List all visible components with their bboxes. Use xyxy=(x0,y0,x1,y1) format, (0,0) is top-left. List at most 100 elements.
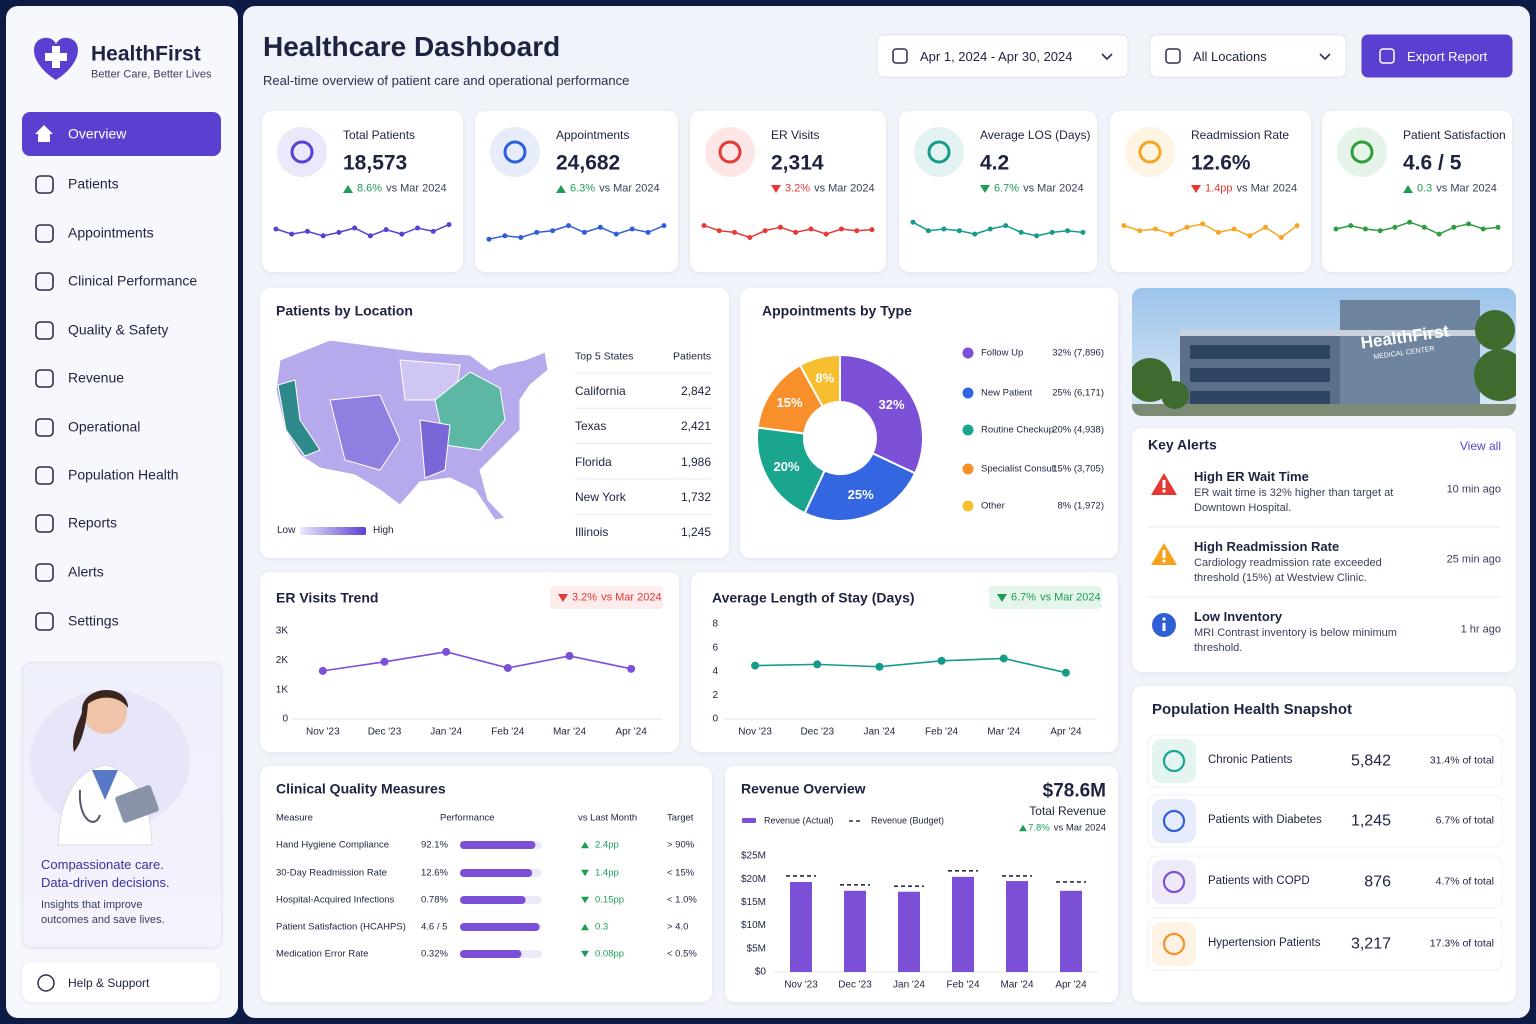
measure-name: Patient Satisfaction (HCAHPS) xyxy=(276,921,406,933)
bar xyxy=(790,881,812,972)
view-all-link[interactable]: View all xyxy=(1459,438,1501,453)
point xyxy=(627,664,636,673)
nav-icon xyxy=(35,563,54,582)
nav-icon xyxy=(35,418,54,437)
nav-item[interactable]: Reports xyxy=(68,514,118,531)
legend-swatch xyxy=(962,387,974,399)
state-patients: 2,421 xyxy=(680,419,711,434)
x-tick-label: Feb '24 xyxy=(491,727,524,738)
revenue-change: 7.8% vs Mar 2024 xyxy=(806,822,1106,833)
building-photo xyxy=(1132,288,1516,416)
y-tick-label: $0 xyxy=(755,967,767,978)
kpi-value: 2,314 xyxy=(771,151,824,175)
nav-icon xyxy=(35,514,54,533)
kpi-icon xyxy=(503,140,527,164)
alert-text: ER wait time is 32% higher than target a… xyxy=(1194,487,1394,514)
y-tick-label: 2K xyxy=(276,655,289,666)
point xyxy=(1231,226,1237,232)
point xyxy=(747,235,753,240)
kpi-card xyxy=(475,111,678,272)
legend-low: Low xyxy=(277,525,296,536)
legend-label: Revenue (Budget) xyxy=(871,815,944,825)
nav-icon xyxy=(35,369,54,388)
line xyxy=(1335,221,1499,235)
filter-label[interactable]: Apr 1, 2024 - Apr 30, 2024 xyxy=(920,49,1073,65)
legend-label: Revenue (Actual) xyxy=(764,815,834,825)
kpi-change: 1.4pp vs Mar 2024 xyxy=(1201,182,1297,195)
row-bg xyxy=(1147,855,1503,909)
measure-target: < 1.0% xyxy=(667,894,697,906)
line xyxy=(755,657,1067,674)
row-bg xyxy=(1147,794,1503,848)
nav-item[interactable]: Appointments xyxy=(68,224,154,241)
badge-change: 6.7% xyxy=(1011,591,1037,604)
y-tick-label: 0 xyxy=(282,714,288,725)
point xyxy=(645,229,651,235)
point xyxy=(380,657,389,666)
kpi-icon xyxy=(1350,140,1374,164)
card-title: Population Health Snapshot xyxy=(1152,701,1353,718)
nav-item[interactable]: Settings xyxy=(68,612,119,629)
brand-name: HealthFirst xyxy=(91,42,201,66)
kpi-icon-bg xyxy=(914,127,964,177)
help-card[interactable] xyxy=(22,962,220,1002)
nav-item[interactable]: Quality & Safety xyxy=(68,321,169,338)
legend-value: 8% (1,972) xyxy=(1058,501,1104,512)
bar xyxy=(1060,890,1082,972)
us-map xyxy=(275,339,549,521)
alert-text: Cardiology readmission rate exceeded thr… xyxy=(1194,557,1382,584)
bar xyxy=(898,891,920,972)
measure-name: 30-Day Readmission Rate xyxy=(276,867,387,879)
nav-item[interactable]: Clinical Performance xyxy=(68,272,198,289)
point xyxy=(1018,229,1024,235)
line xyxy=(488,224,665,240)
kpi-card xyxy=(899,111,1097,272)
button-icon xyxy=(1379,48,1395,64)
table-header: Performance xyxy=(440,812,495,824)
nav-item[interactable]: Population Health xyxy=(68,466,179,483)
nav-item[interactable]: Alerts xyxy=(68,563,104,580)
performance-bar xyxy=(460,923,540,931)
kpi-value: 4.6 / 5 xyxy=(1403,151,1462,175)
promo-body: Insights that improve outcomes and save … xyxy=(41,899,165,926)
nav-item[interactable]: Revenue xyxy=(68,369,125,386)
trend-arrow xyxy=(556,185,566,193)
point xyxy=(1362,226,1368,232)
y-tick-label: 3K xyxy=(276,626,289,637)
point xyxy=(941,226,947,232)
nav-item[interactable]: Overview xyxy=(68,125,127,142)
point xyxy=(838,226,844,232)
export-label[interactable]: Export Report xyxy=(1407,49,1488,65)
x-tick-label: Jan '24 xyxy=(430,727,462,738)
help-link[interactable]: Help & Support xyxy=(68,975,150,990)
state-name: Florida xyxy=(575,454,612,469)
line xyxy=(322,651,632,672)
state-patients: 1,732 xyxy=(680,489,711,504)
row-icon xyxy=(1162,932,1186,956)
row-icon xyxy=(1162,870,1186,894)
legend-label: Other xyxy=(981,501,1005,512)
x-tick-label: Dec '23 xyxy=(800,727,834,738)
revenue-total: $78.6M xyxy=(1042,780,1106,802)
nav-item[interactable]: Patients xyxy=(68,175,119,192)
filter-label[interactable]: All Locations xyxy=(1193,49,1267,65)
y-tick-label: $10M xyxy=(741,920,766,931)
nav-icon xyxy=(35,321,54,340)
measure-target: > 4.0 xyxy=(667,921,689,933)
kpi-change-value: 0.3 xyxy=(1417,182,1433,195)
measure-performance: 0.78% xyxy=(421,894,448,906)
y-tick-label: 6 xyxy=(712,642,718,653)
nav-item[interactable]: Operational xyxy=(68,418,141,435)
button-icon xyxy=(1165,48,1181,64)
trend-arrow xyxy=(581,869,589,877)
kpi-card xyxy=(1110,111,1311,272)
row-icon xyxy=(1162,809,1186,833)
x-tick-label: Jan '24 xyxy=(863,727,895,738)
state-name: Texas xyxy=(575,419,607,434)
nav-icon xyxy=(35,224,54,243)
trend-arrow xyxy=(558,594,568,602)
kpi-value: 18,573 xyxy=(343,151,408,175)
population-share: 4.7% of total xyxy=(1435,875,1494,888)
table-header: Measure xyxy=(276,812,313,824)
point xyxy=(808,226,814,232)
